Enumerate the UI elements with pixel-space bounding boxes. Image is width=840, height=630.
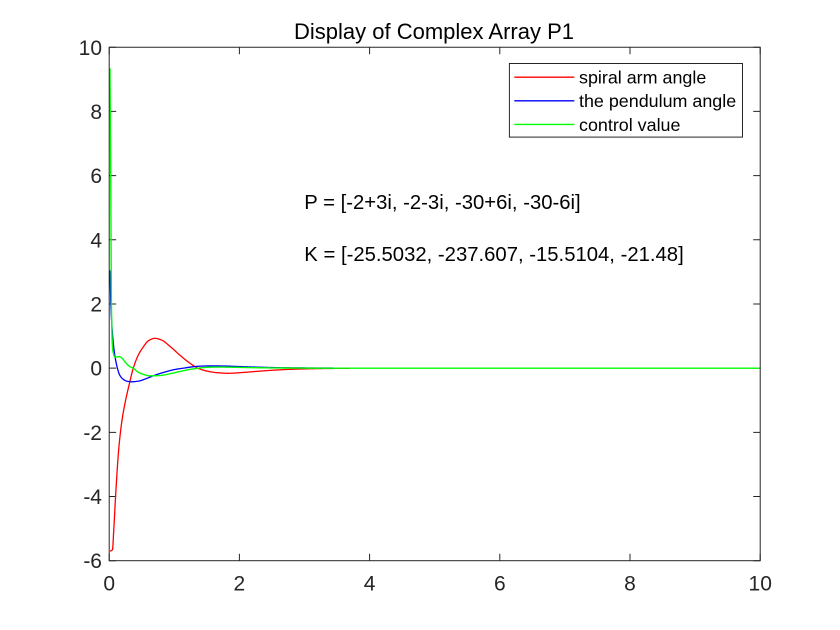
svg-text:6: 6 [494,572,506,595]
svg-text:8: 8 [624,572,636,595]
svg-text:spiral arm angle: spiral arm angle [579,68,706,88]
svg-text:-4: -4 [83,486,102,509]
svg-text:P = [-2+3i, -2-3i, -30+6i, -30: P = [-2+3i, -2-3i, -30+6i, -30-6i] [304,192,580,214]
svg-text:control value: control value [579,115,680,135]
svg-text:10: 10 [749,572,772,595]
svg-text:the pendulum angle: the pendulum angle [579,91,736,111]
svg-text:10: 10 [79,37,102,60]
svg-text:-2: -2 [83,422,102,445]
svg-text:6: 6 [90,165,102,188]
svg-text:Display of Complex Array P1: Display of Complex Array P1 [294,19,574,44]
svg-text:K = [-25.5032, -237.607, -15.5: K = [-25.5032, -237.607, -15.5104, -21.4… [304,244,683,266]
svg-text:2: 2 [234,572,246,595]
svg-text:2: 2 [90,294,102,317]
svg-text:0: 0 [90,358,102,381]
svg-text:0: 0 [103,572,115,595]
svg-text:8: 8 [90,101,102,124]
svg-text:4: 4 [90,229,102,252]
svg-text:4: 4 [364,572,376,595]
svg-text:-6: -6 [83,550,102,573]
